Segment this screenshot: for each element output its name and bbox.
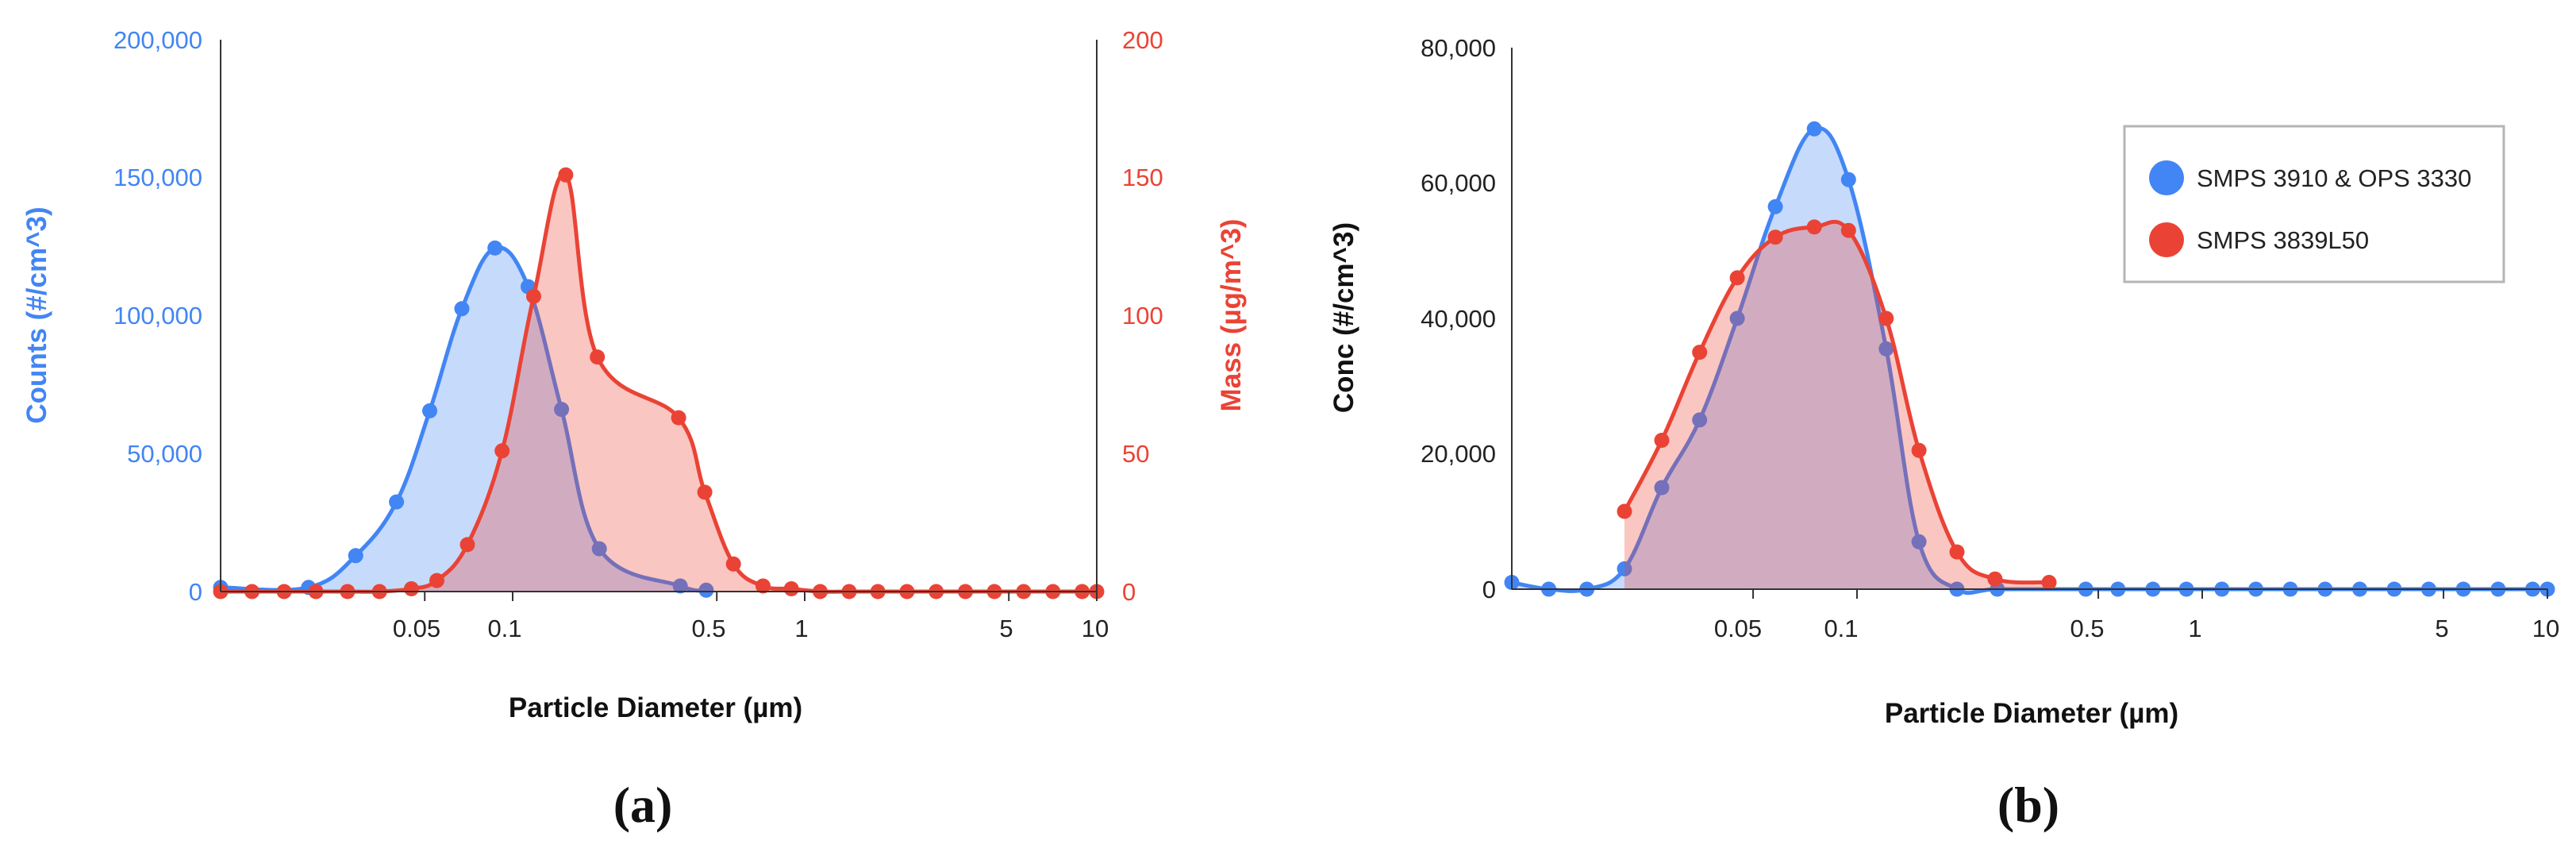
panel-b-smps-3910-series-area (1512, 128, 2547, 593)
panel-a-y-right-tick: 0 (1122, 578, 1136, 606)
panel-a-mass-series-point (403, 581, 419, 596)
panel-a-mass-series-point (783, 581, 799, 596)
panel-b-smps-3910-series-point (1729, 310, 1745, 326)
panel-a-y-right-tick: 50 (1122, 440, 1149, 468)
panel-a-x-tick: 0.1 (487, 615, 521, 642)
panel-a-chart: 0 50,000 100,000 150,000 200,000 0 50 10… (21, 26, 1247, 833)
panel-b-x-tick: 0.05 (1714, 615, 1762, 642)
panel-b-smps-3839-series-point (1692, 345, 1708, 360)
panel-b-chart: 0 20,000 40,000 60,000 80,000 0.05 0.1 0… (1328, 34, 2559, 833)
panel-b-y-tick: 80,000 (1421, 34, 1496, 62)
panel-b-smps-3839-series-point (2041, 575, 2057, 590)
panel-b-smps-3839-series-point (1729, 270, 1745, 286)
panel-b-smps-3839-series-point (1840, 222, 1856, 238)
panel-a-mass-series-point (725, 556, 741, 572)
panel-a-y-left-axis-title: Counts (#/cm^3) (21, 206, 52, 423)
panel-b-smps-3839-series-point (1806, 219, 1822, 235)
panel-a-x-tick: 0.05 (393, 615, 440, 642)
panel-b-smps-3910-series-point (1654, 480, 1670, 495)
panel-a-counts-series-point (389, 494, 405, 510)
legend-marker-smps-3839 (2149, 222, 2184, 257)
panel-a-y-right-tick: 150 (1122, 164, 1163, 191)
panel-a-counts-series-point (422, 403, 437, 418)
panel-a-x-tick: 5 (999, 615, 1013, 642)
panel-b-smps-3839-series-point (1878, 310, 1894, 326)
panel-a-tick-marks (424, 592, 1098, 601)
panel-a-counts-series-point (348, 548, 363, 564)
legend-marker-smps-3910 (2149, 160, 2184, 195)
panel-a-counts-series-point (698, 582, 714, 598)
panel-b-smps-3839-series-point (1654, 433, 1670, 448)
panel-a-y-right-tick: 100 (1122, 302, 1163, 330)
panel-a-mass-series-point (494, 443, 510, 459)
panel-b-x-tick: 1 (2188, 615, 2201, 642)
panel-b-legend: SMPS 3910 & OPS 3330 SMPS 3839L50 (2123, 125, 2505, 283)
panel-a-mass-series-point (590, 349, 606, 365)
panel-a-mass-series-point (697, 484, 713, 500)
panel-b-smps-3910-series-point (1806, 121, 1822, 137)
panel-b-smps-3910-series-point (1840, 172, 1856, 187)
panel-a-mass-series-point (755, 578, 771, 594)
panel-a-counts-series-point (454, 301, 470, 317)
panel-b-x-tick: 5 (2435, 615, 2448, 642)
panel-b-y-axis-title: Conc (#/cm^3) (1328, 222, 1359, 413)
panel-b-smps-3839-series-point (1987, 571, 2003, 587)
panel-b-smps-3839-series-point (1767, 229, 1783, 245)
panel-b-smps-3910-series-point (1767, 199, 1783, 214)
panel-b-y-tick: 40,000 (1421, 305, 1496, 333)
panel-a-y-left-tick: 150,000 (113, 164, 202, 191)
panel-a-counts-series-point (487, 240, 503, 256)
panel-a-x-tick: 1 (794, 615, 808, 642)
legend-box (2123, 125, 2505, 283)
panel-b-smps-3839-series-point (1911, 442, 1927, 458)
panel-a-mass-series-point (558, 167, 574, 183)
panel-b-x-tick: 0.5 (2070, 615, 2104, 642)
panel-a-y-left-tick: 50,000 (127, 440, 202, 468)
panel-b-plot-area (1504, 121, 2555, 597)
panel-a-label: (a) (613, 777, 673, 833)
panel-a-mass-series-area (221, 174, 1097, 592)
panel-b-smps-3910-series-point (1911, 534, 1927, 549)
panel-a-counts-series-point (554, 402, 570, 418)
panel-a-y-left-tick: 200,000 (113, 26, 202, 54)
panel-a-counts-series-point (672, 578, 688, 594)
panel-b-smps-3910-series-point (1878, 341, 1894, 357)
legend-label-smps-3839: SMPS 3839L50 (2197, 226, 2369, 254)
panel-a-mass-series-point (429, 572, 444, 588)
panel-b-smps-3910-series-point (1692, 412, 1708, 428)
panel-b-y-tick: 60,000 (1421, 169, 1496, 197)
panel-a-plot-area (213, 167, 1105, 599)
panel-a-counts-series-point (591, 541, 607, 557)
panel-a-y-right-tick: 200 (1122, 26, 1163, 54)
panel-b-x-tick: 10 (2532, 615, 2559, 642)
legend-label-smps-3910: SMPS 3910 & OPS 3330 (2197, 164, 2471, 192)
panel-a-mass-series-point (671, 410, 686, 426)
panel-a-x-tick: 10 (1082, 615, 1109, 642)
panel-a-mass-series-point (526, 288, 541, 304)
panel-b-x-tick: 0.1 (1824, 615, 1858, 642)
panel-b-smps-3910-series-point (1617, 561, 1632, 576)
panel-b-y-tick: 0 (1482, 576, 1496, 603)
panel-b-smps-3839-series-area (1624, 222, 2049, 589)
panel-a-y-left-tick: 100,000 (113, 302, 202, 330)
panel-b-y-tick: 20,000 (1421, 440, 1496, 468)
panel-a-mass-series-point (459, 537, 475, 553)
panel-a-counts-series-area (221, 247, 706, 592)
panel-b-x-axis-title: Particle Diameter (µm) (1885, 698, 2178, 729)
panel-b-smps-3839-series-point (1949, 544, 1965, 560)
panel-a-x-axis-title: Particle Diameter (µm) (509, 692, 802, 723)
panel-a-y-right-axis-title: Mass (µg/m^3) (1216, 219, 1247, 412)
panel-b-tick-marks (1752, 589, 2548, 599)
panel-b-label: (b) (1997, 777, 2059, 833)
panel-a-x-tick: 0.5 (691, 615, 725, 642)
panel-b-smps-3839-series-point (1617, 503, 1632, 519)
panel-a-y-left-tick: 0 (189, 578, 202, 606)
